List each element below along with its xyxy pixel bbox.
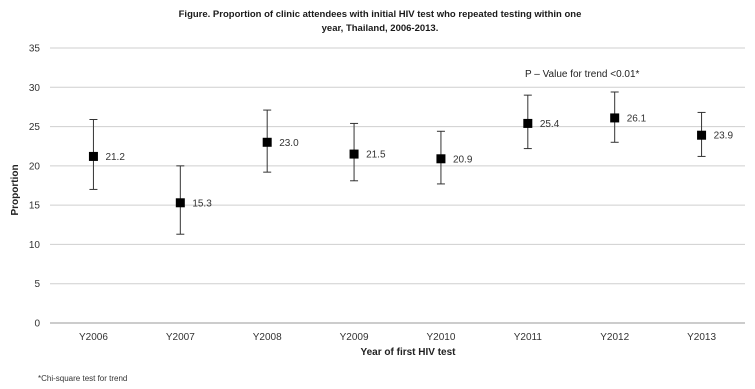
data-point — [175, 198, 185, 208]
data-label: 20.9 — [453, 154, 473, 165]
data-point — [262, 137, 272, 147]
y-tick-label: 10 — [29, 240, 41, 251]
chart-title-line-1: Figure. Proportion of clinic attendees w… — [179, 9, 582, 20]
data-point — [610, 113, 620, 123]
y-axis-ticks: 0 5 10 15 20 25 30 35 — [29, 44, 41, 330]
data-point — [523, 118, 533, 128]
x-tick-label: Y2007 — [166, 332, 195, 343]
data-label: 26.1 — [627, 113, 647, 124]
y-tick-label: 5 — [34, 279, 40, 290]
y-tick-label: 30 — [29, 83, 41, 94]
data-point — [436, 154, 446, 164]
x-tick-label: Y2013 — [687, 332, 716, 343]
data-label: 15.3 — [192, 198, 212, 209]
x-tick-label: Y2012 — [600, 332, 629, 343]
x-tick-label: Y2008 — [253, 332, 282, 343]
x-tick-label: Y2011 — [514, 332, 543, 343]
x-axis-label: Year of first HIV test — [360, 347, 456, 358]
data-label: 21.2 — [105, 152, 125, 163]
y-tick-label: 35 — [29, 44, 41, 55]
y-tick-label: 25 — [29, 122, 41, 133]
y-axis-label: Proportion — [10, 164, 21, 215]
chart-title-line-2: year, Thailand, 2006-2013. — [322, 23, 439, 34]
x-tick-label: Y2006 — [79, 332, 108, 343]
y-tick-label: 20 — [29, 161, 41, 172]
y-tick-label: 0 — [34, 319, 40, 330]
footnote: *Chi-square test for trend — [38, 374, 127, 383]
x-tick-label: Y2009 — [340, 332, 369, 343]
data-marks: 21.2 15.3 23.0 21.5 20.9 25.4 26.1 23.9 — [88, 91, 734, 235]
data-label: 23.0 — [279, 138, 299, 149]
y-tick-label: 15 — [29, 201, 41, 212]
trend-annotation: P – Value for trend <0.01* — [525, 69, 640, 80]
data-label: 23.9 — [714, 131, 734, 142]
data-point — [349, 149, 359, 159]
data-point — [88, 151, 98, 161]
x-tick-label: Y2010 — [426, 332, 455, 343]
x-axis-ticks: Y2006 Y2007 Y2008 Y2009 Y2010 Y2011 Y2012 Y2013 — [79, 332, 716, 343]
data-label: 25.4 — [540, 119, 560, 130]
data-point — [697, 130, 707, 140]
data-label: 21.5 — [366, 150, 386, 161]
gridlines — [50, 47, 745, 324]
